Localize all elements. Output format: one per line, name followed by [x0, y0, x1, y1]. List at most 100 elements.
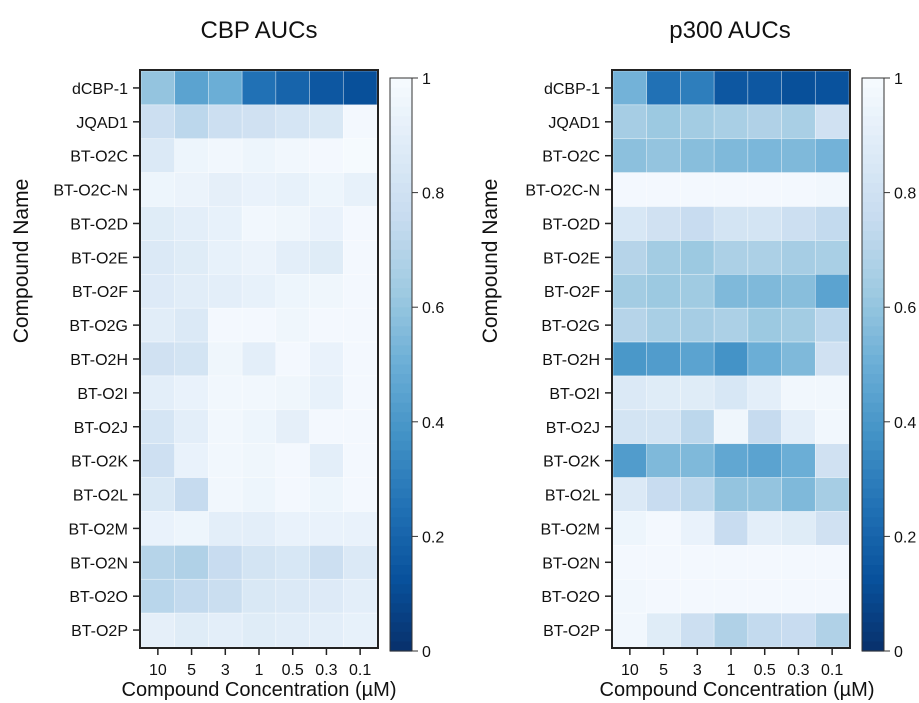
cbp-cell-6-5	[309, 273, 344, 309]
p300-colorbar-segment	[862, 173, 884, 184]
p300-colorbar-segment	[862, 326, 884, 337]
p300-cell-8-3	[713, 341, 749, 377]
p300-cell-4-3	[713, 206, 749, 241]
p300-y-tick-label: BT-O2G	[541, 318, 600, 335]
p300-x-tick-label: 1	[727, 662, 736, 679]
p300-cell-5-5	[781, 240, 816, 275]
cbp-y-tick-label: BT-O2N	[70, 555, 128, 572]
cbp-cell-0-5	[309, 70, 344, 106]
cbp-x-tick-label: 5	[187, 662, 196, 679]
cbp-cell-9-4	[275, 375, 310, 411]
cbp-colorbar-segment	[390, 183, 412, 194]
cbp-cell-1-5	[309, 104, 344, 140]
cbp-cell-12-4	[275, 477, 310, 512]
cbp-cell-4-5	[309, 206, 344, 241]
p300-cell-15-2	[680, 578, 715, 614]
cbp-colorbar-segment	[390, 517, 412, 528]
p300-cell-13-0	[612, 511, 648, 546]
cbp-cell-12-6	[342, 477, 378, 512]
cbp-colorbar-tick-label: 0.8	[422, 186, 444, 203]
cbp-cell-8-6	[342, 341, 378, 377]
cbp-cell-16-3	[241, 612, 277, 648]
cbp-y-tick-label: BT-O2M	[68, 521, 128, 538]
p300-cell-9-4	[747, 375, 782, 411]
cbp-colorbar-segment	[390, 479, 412, 490]
p300-cell-11-4	[747, 443, 782, 478]
p300-cell-1-6	[814, 104, 850, 140]
p300-colorbar-segment	[862, 450, 884, 461]
cbp-cell-5-0	[140, 240, 176, 275]
p300-cell-8-6	[814, 341, 850, 377]
cbp-cell-15-3	[241, 578, 277, 614]
cbp-chart-title: CBP AUCs	[201, 17, 318, 44]
cbp-colorbar-segment	[390, 335, 412, 346]
cbp-cell-2-4	[275, 138, 310, 173]
cbp-colorbar-segment	[390, 288, 412, 299]
p300-colorbar-segment	[862, 622, 884, 633]
cbp-cell-6-6	[342, 273, 378, 309]
cbp-cell-14-0	[140, 545, 176, 580]
cbp-cell-6-2	[208, 273, 243, 309]
cbp-cell-7-0	[140, 307, 176, 343]
p300-colorbar-segment	[862, 354, 884, 366]
cbp-colorbar-segment	[390, 431, 412, 442]
cbp-cell-11-5	[309, 443, 344, 478]
p300-cell-11-2	[680, 443, 715, 478]
p300-x-tick-label: 10	[621, 662, 639, 679]
cbp-y-tick-label: BT-O2C-N	[53, 183, 128, 200]
cbp-cell-8-5	[309, 341, 344, 377]
p300-y-tick-label: BT-O2H	[542, 352, 600, 369]
p300-colorbar-segment	[862, 135, 884, 146]
cbp-x-axis-label: Compound Concentration (µM)	[122, 679, 397, 701]
p300-colorbar-segment	[862, 584, 884, 595]
cbp-colorbar-segment	[390, 230, 412, 241]
p300-y-tick-label: BT-O2O	[541, 589, 600, 606]
cbp-colorbar-segment	[390, 326, 412, 337]
p300-cell-13-5	[781, 511, 816, 546]
cbp-colorbar-tick-label: 0.6	[422, 300, 444, 317]
cbp-colorbar-segment	[390, 106, 412, 117]
cbp-cell-1-4	[275, 104, 310, 140]
p300-colorbar-segment	[862, 125, 884, 136]
p300-cell-2-3	[713, 138, 749, 173]
cbp-cell-0-0	[140, 70, 176, 106]
cbp-cell-14-1	[174, 545, 209, 580]
cbp-y-tick-label: BT-O2O	[69, 589, 128, 606]
p300-y-tick-label: BT-O2E	[543, 250, 600, 267]
p300-cell-16-5	[781, 612, 816, 648]
cbp-cell-13-2	[208, 511, 243, 546]
cbp-colorbar-segment	[390, 469, 412, 480]
p300-cell-1-2	[680, 104, 715, 140]
p300-y-tick-label: BT-O2J	[546, 420, 600, 437]
cbp-cell-2-5	[309, 138, 344, 173]
p300-colorbar-segment	[862, 335, 884, 346]
p300-cell-15-1	[646, 578, 681, 614]
cbp-colorbar-segment	[390, 154, 412, 165]
p300-colorbar-frame	[861, 77, 885, 652]
cbp-cell-7-6	[342, 307, 378, 343]
cbp-cell-1-3	[241, 104, 277, 140]
cbp-cell-12-2	[208, 477, 243, 512]
p300-cell-3-1	[646, 172, 681, 207]
cbp-colorbar-segment	[390, 269, 412, 280]
p300-y-tick-label: BT-O2P	[543, 623, 600, 640]
p300-y-tick-label: BT-O2K	[543, 454, 600, 471]
cbp-cell-16-2	[208, 612, 243, 648]
cbp-cell-3-2	[208, 172, 243, 207]
p300-cell-4-1	[646, 206, 681, 241]
cbp-heatmap-cells	[140, 70, 378, 648]
p300-cell-5-3	[713, 240, 749, 275]
p300-cell-16-3	[713, 612, 749, 648]
cbp-cell-11-2	[208, 443, 243, 478]
cbp-cell-10-2	[208, 409, 243, 445]
cbp-x-tick-label: 0.1	[349, 662, 371, 679]
cbp-colorbar-segment	[390, 192, 412, 203]
p300-cell-11-5	[781, 443, 816, 478]
p300-colorbar-segment	[862, 116, 884, 127]
p300-cell-16-2	[680, 612, 715, 648]
cbp-cell-15-1	[174, 578, 209, 614]
p300-cell-5-4	[747, 240, 782, 275]
p300-colorbar-segment	[862, 374, 884, 385]
p300-y-tick-label: BT-O2L	[545, 488, 600, 505]
p300-cell-8-2	[680, 341, 715, 377]
